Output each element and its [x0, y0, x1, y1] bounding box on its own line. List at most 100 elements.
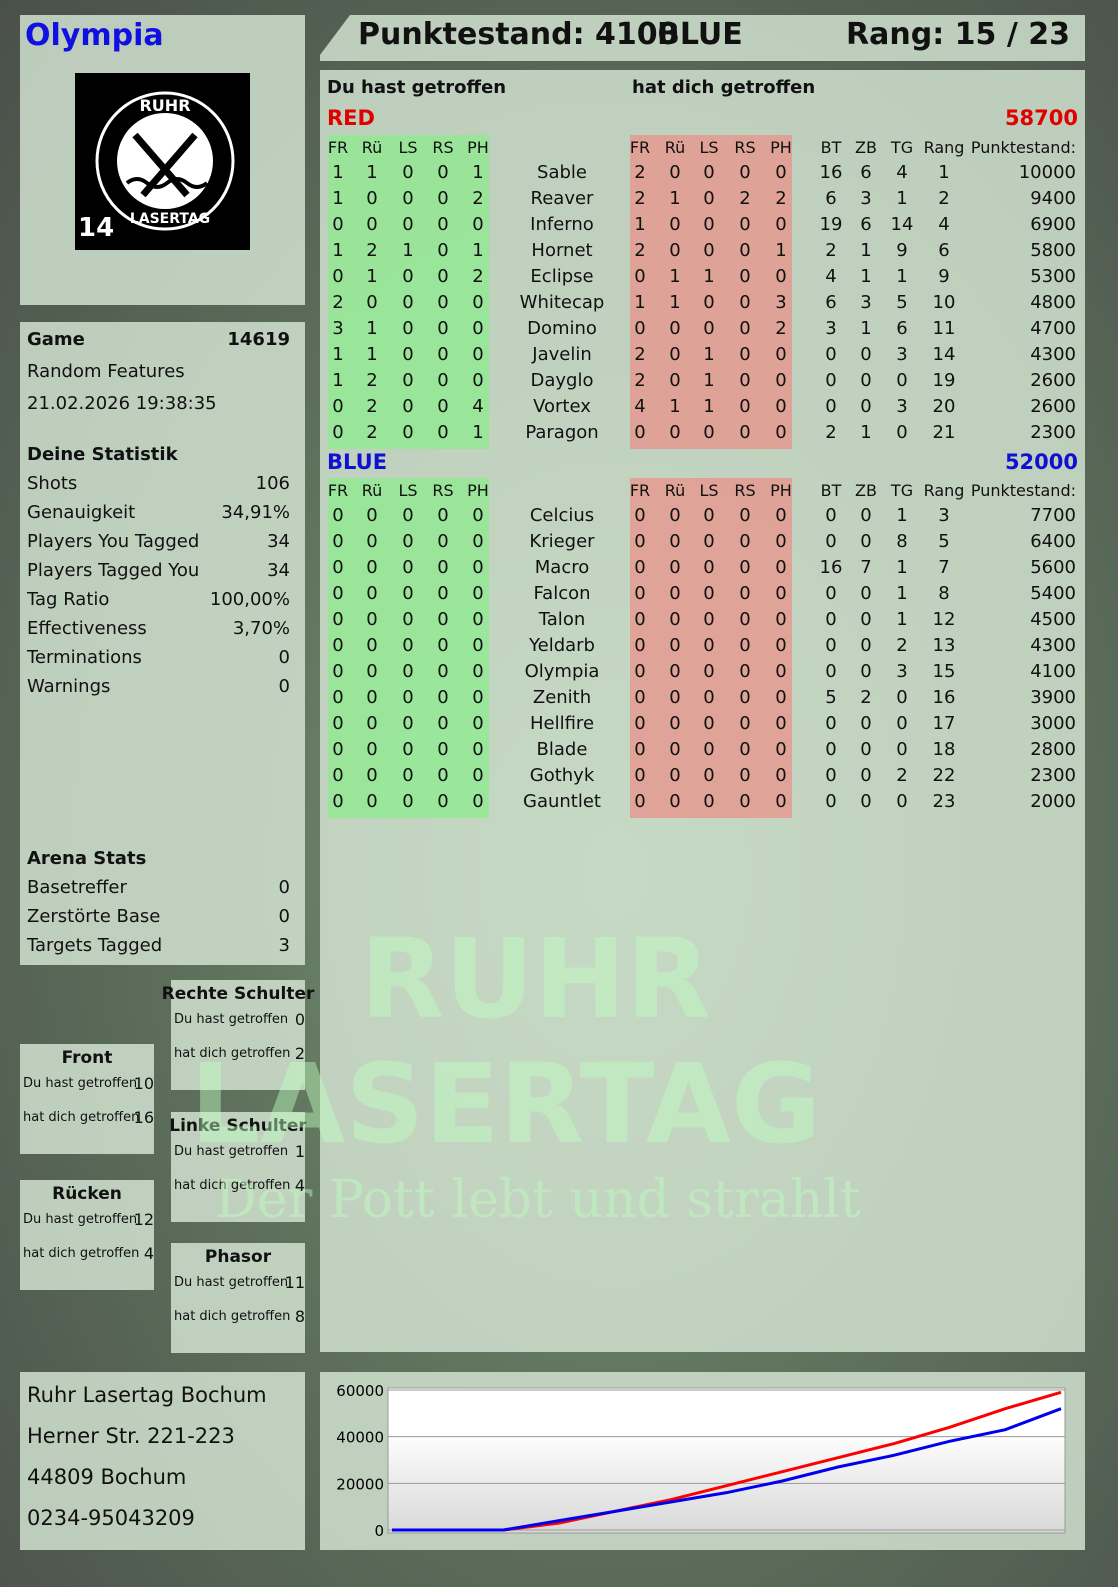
col-header: Punktestand:	[970, 138, 1076, 157]
hit-you-cell: 0	[703, 687, 715, 708]
hit-you-cell: 0	[669, 739, 681, 760]
hit-you-cell: 0	[775, 214, 787, 235]
you-hit-cell: 1	[402, 240, 414, 261]
col-header: FR	[629, 138, 651, 157]
hit-you-cell: 0	[669, 370, 681, 391]
stat-cell: 2800	[1030, 739, 1076, 760]
stat-cell: 6	[825, 188, 837, 209]
stat-cell: 2	[825, 422, 837, 443]
you-hit-cell: 0	[402, 318, 414, 339]
stat-cell: 0	[896, 370, 908, 391]
you-hit-cell: 0	[472, 505, 484, 526]
stat-cell: 0	[825, 396, 837, 417]
stat-cell: 6	[860, 162, 872, 183]
you-hit-cell: 0	[366, 531, 378, 552]
hit-you-cell: 0	[634, 661, 646, 682]
hit-you-cell: 0	[775, 713, 787, 734]
stat-cell: 1	[860, 266, 872, 287]
stat-cell: 10000	[1018, 162, 1076, 183]
stat-cell: 4500	[1030, 609, 1076, 630]
hit-you-cell: 0	[703, 609, 715, 630]
you-hit-cell: 0	[366, 609, 378, 630]
hit-you-cell: 2	[634, 344, 646, 365]
address-line: 44809 Bochum	[27, 1465, 187, 1489]
address-line: Herner Str. 221-223	[27, 1424, 235, 1448]
hit-you-cell: 0	[703, 292, 715, 313]
hit-you-band	[630, 135, 792, 449]
stat-label: Shots	[27, 473, 78, 494]
stat-cell: 6	[860, 214, 872, 235]
you-hit-band	[328, 135, 489, 449]
you-hit-cell: 0	[402, 765, 414, 786]
stat-cell: 4100	[1030, 661, 1076, 682]
hit-you-cell: 2	[634, 162, 646, 183]
hit-you-cell: 0	[739, 557, 751, 578]
address-line: Ruhr Lasertag Bochum	[27, 1383, 267, 1407]
stat-cell: 5600	[1030, 557, 1076, 578]
you-hit-cell: 1	[366, 344, 378, 365]
player-name-cell: Falcon	[533, 583, 591, 604]
hit-you-cell: 0	[775, 162, 787, 183]
you-hit-cell: 0	[472, 791, 484, 812]
game-datetime: 21.02.2026 19:38:35	[27, 393, 217, 414]
svg-text:RUHR: RUHR	[139, 96, 190, 115]
stat-cell: 6900	[1030, 214, 1076, 235]
stat-cell: 15	[932, 661, 956, 682]
hit-you-cell: 0	[669, 687, 681, 708]
you-hit-cell: 0	[472, 609, 484, 630]
hit-you-heading: hat dich getroffen	[632, 77, 816, 98]
stat-cell: 8	[896, 531, 908, 552]
you-hit-cell: 0	[402, 713, 414, 734]
arena-value: 0	[278, 877, 290, 898]
header-score: Punktestand: 4100	[358, 17, 679, 52]
you-hit-cell: 1	[472, 240, 484, 261]
y-tick-label: 60000	[336, 1382, 384, 1400]
hit-you-cell: 0	[775, 370, 787, 391]
you-hit-cell: 0	[402, 557, 414, 578]
stat-cell: 0	[860, 583, 872, 604]
player-name: Olympia	[25, 18, 164, 53]
stat-cell: 4800	[1030, 292, 1076, 313]
col-header: RS	[734, 481, 756, 500]
hit-you-cell: 0	[669, 240, 681, 261]
you-hit-cell: 0	[437, 531, 449, 552]
you-hit-cell: 1	[332, 188, 344, 209]
stat-cell: 3	[896, 396, 908, 417]
you-hit-cell: 2	[366, 396, 378, 417]
arena-value: 0	[278, 906, 290, 927]
zone-them-label: hat dich getroffen	[23, 1110, 140, 1125]
game-label: Game	[27, 329, 85, 350]
you-hit-cell: 0	[437, 318, 449, 339]
stat-cell: 14	[890, 214, 914, 235]
stat-cell: 5	[825, 687, 837, 708]
player-name-cell: Olympia	[524, 661, 600, 682]
hit-you-cell: 1	[703, 266, 715, 287]
stat-cell: 0	[825, 531, 837, 552]
stat-cell: 3	[860, 292, 872, 313]
player-name-cell: Eclipse	[530, 266, 594, 287]
zone-title: Front	[61, 1048, 113, 1068]
hit-you-cell: 0	[739, 396, 751, 417]
stat-cell: 8	[938, 583, 950, 604]
hit-you-cell: 0	[775, 765, 787, 786]
you-hit-cell: 0	[332, 635, 344, 656]
stat-cell: 7700	[1030, 505, 1076, 526]
hit-you-cell: 0	[669, 214, 681, 235]
stat-cell: 3	[938, 505, 950, 526]
col-header: Rü	[664, 481, 686, 500]
hit-you-cell: 0	[703, 739, 715, 760]
col-header: Rü	[361, 481, 383, 500]
stat-cell: 4	[825, 266, 837, 287]
zone-title: Phasor	[204, 1247, 272, 1267]
hit-you-cell: 0	[775, 635, 787, 656]
zone-them-label: hat dich getroffen	[23, 1246, 140, 1261]
hit-you-cell: 1	[634, 214, 646, 235]
player-name-cell: Hornet	[531, 240, 593, 261]
you-hit-cell: 0	[472, 583, 484, 604]
hit-you-cell: 0	[669, 557, 681, 578]
hit-you-cell: 0	[703, 765, 715, 786]
you-hit-cell: 0	[332, 266, 344, 287]
stat-cell: 0	[860, 765, 872, 786]
hit-you-cell: 0	[775, 791, 787, 812]
you-hit-cell: 0	[472, 318, 484, 339]
